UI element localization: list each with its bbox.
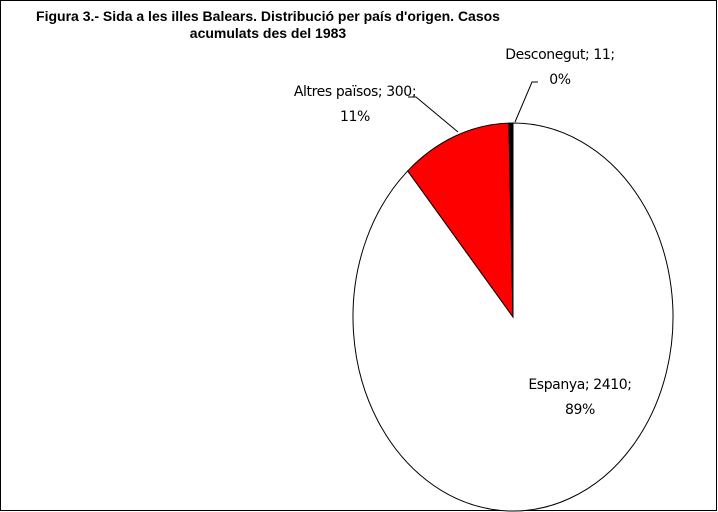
pie-slice — [407, 122, 514, 319]
data-label-line: Espanya; 2410; — [528, 377, 631, 393]
data-label-line: Altres països; 300; — [294, 84, 416, 100]
leader-line — [408, 96, 459, 133]
data-label-line: 11% — [340, 109, 370, 125]
data-label-line: Desconegut; 11; — [505, 47, 614, 63]
pie-slice — [508, 122, 514, 318]
data-label: Espanya; 2410; 89% — [528, 377, 631, 418]
data-label-line: 0% — [549, 72, 571, 88]
chart-title: Figura 3.- Sida a les illes Balears. Dis… — [36, 8, 500, 41]
data-label: Altres països; 300; 11% — [294, 84, 416, 125]
data-label: Desconegut; 11; 0% — [505, 47, 614, 88]
data-label-line: 89% — [565, 402, 595, 418]
leader-line — [514, 81, 538, 123]
